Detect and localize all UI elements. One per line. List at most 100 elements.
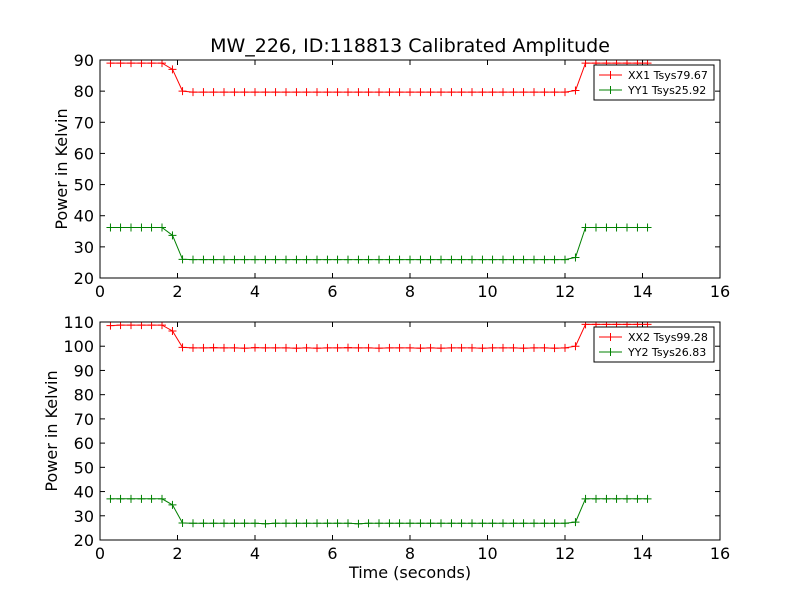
data-point-marker (199, 343, 208, 352)
top-legend-box (593, 64, 715, 101)
top-x-tick-label: 14 (632, 282, 652, 301)
data-point-marker (457, 88, 466, 97)
data-point-marker (571, 86, 580, 95)
data-point-marker (457, 519, 466, 528)
data-point-marker (282, 88, 290, 97)
data-point-marker (426, 519, 435, 528)
data-point-marker (106, 494, 115, 503)
data-point-marker (158, 223, 166, 232)
data-point-marker (116, 494, 125, 503)
top-axes-frame (99, 59, 721, 279)
data-point-marker (137, 223, 146, 232)
data-point-marker (643, 223, 652, 232)
x-axis-label: Time (seconds) (348, 563, 471, 582)
data-point-marker (354, 519, 363, 528)
bottom-y-tick-label: 60 (74, 434, 94, 453)
data-point-marker (354, 88, 363, 97)
bottom-y-axis-label: Power in Kelvin (42, 370, 61, 491)
legend-entry-label: XX2 Tsys99.28 (628, 331, 708, 344)
data-point-marker (230, 343, 239, 352)
data-point-marker (488, 519, 497, 528)
data-point-marker (292, 255, 301, 264)
bottom-legend-box (593, 326, 715, 363)
data-point-marker (478, 88, 487, 97)
bottom-axes-frame (99, 321, 721, 541)
data-point-marker (199, 255, 208, 264)
data-point-marker (530, 519, 538, 528)
bottom-x-tick-label: 8 (405, 544, 415, 563)
data-point-marker (333, 255, 342, 264)
data-point-marker (478, 344, 487, 353)
data-point-marker (488, 255, 497, 264)
data-point-marker (178, 87, 187, 96)
data-point-marker (251, 343, 259, 352)
data-point-marker (344, 88, 352, 97)
data-point-marker (478, 519, 487, 528)
data-point-marker (633, 494, 642, 503)
data-point-marker (447, 88, 456, 97)
top-y-tick-label: 20 (74, 269, 94, 288)
data-point-marker (519, 255, 528, 264)
data-point-marker (251, 519, 259, 528)
bottom-x-tick-label: 16 (710, 544, 730, 563)
data-point-marker (209, 255, 218, 264)
top-y-tick-label: 70 (74, 113, 94, 132)
bottom-x-tick-label: 10 (477, 544, 497, 563)
bottom-x-tick-label: 14 (632, 544, 652, 563)
bottom-y-tick-label: 80 (74, 386, 94, 405)
top-x-tick-label: 10 (477, 282, 497, 301)
bottom-legend: XX2 Tsys99.28 YY2 Tsys26.83 (593, 326, 715, 363)
bottom-x-tick-label: 0 (95, 544, 105, 563)
data-point-marker (189, 343, 197, 352)
data-point-marker (189, 255, 197, 264)
data-point-marker (292, 519, 301, 528)
data-point-marker (540, 343, 549, 352)
data-point-marker (220, 255, 228, 264)
data-point-marker (220, 519, 228, 528)
data-point-marker (178, 519, 187, 528)
data-point-marker (375, 88, 383, 97)
data-point-marker (209, 343, 218, 352)
data-point-marker (385, 343, 394, 352)
data-point-marker (530, 343, 538, 352)
bottom-y-tick-label: 70 (74, 410, 94, 429)
data-point-marker (251, 255, 259, 264)
data-point-marker (220, 343, 228, 352)
data-point-marker (447, 519, 456, 528)
data-point-marker (313, 88, 321, 97)
data-point-marker (416, 255, 425, 264)
data-point-marker (592, 494, 600, 503)
data-point-marker (261, 519, 270, 528)
data-point-marker (282, 255, 290, 264)
data-point-marker (540, 88, 549, 97)
data-point-marker (509, 255, 518, 264)
top-y-tick-label: 80 (74, 82, 94, 101)
legend-entry-label: YY1 Tsys25.92 (627, 84, 706, 97)
data-point-marker (509, 519, 518, 528)
data-point-marker (168, 65, 177, 74)
data-point-marker (313, 255, 321, 264)
top-x-tick-label: 4 (250, 282, 260, 301)
data-point-marker (519, 88, 528, 97)
data-point-marker (519, 344, 528, 353)
top-x-tick-label: 2 (172, 282, 182, 301)
data-point-marker (354, 343, 363, 352)
data-point-marker (344, 519, 352, 528)
data-point-marker (426, 88, 435, 97)
data-point-marker (571, 518, 580, 527)
top-legend: XX1 Tsys79.67 YY1 Tsys25.92 (593, 64, 715, 101)
bottom-series-yy (106, 494, 652, 528)
data-point-marker (189, 519, 197, 528)
top-series-xx (106, 60, 652, 97)
data-point-marker (313, 344, 321, 353)
top-series-yy (106, 223, 652, 264)
data-point-marker (406, 88, 414, 97)
top-plot-panel: MW_226, ID:118813 Calibrated Amplitude P… (52, 35, 730, 301)
data-point-marker (323, 519, 332, 528)
data-point-marker (499, 88, 507, 97)
data-point-marker (147, 494, 156, 503)
data-point-marker (261, 343, 270, 352)
data-point-marker (261, 88, 270, 97)
data-point-marker (230, 519, 239, 528)
